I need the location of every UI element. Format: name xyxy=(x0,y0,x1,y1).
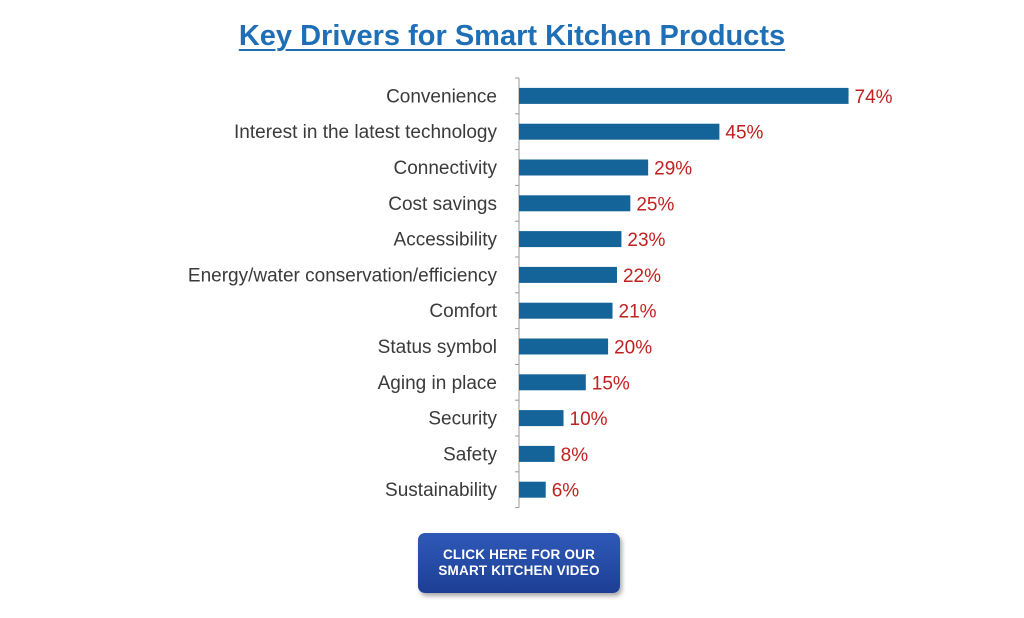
category-label: Safety xyxy=(443,444,497,465)
bar-chart: Convenience 74% Interest in the latest tec… xyxy=(188,77,893,509)
bar xyxy=(519,302,613,319)
chart-title: Key Drivers for Smart Kitchen Products xyxy=(238,20,786,52)
value-label: 23% xyxy=(627,230,665,251)
value-label: 45% xyxy=(725,123,763,144)
category-label: Comfort xyxy=(429,301,497,322)
value-label: 74% xyxy=(855,87,893,108)
smart-kitchen-video-button[interactable]: CLICK HERE FOR OUR SMART KITCHEN VIDEO xyxy=(418,533,620,593)
value-label: 6% xyxy=(552,481,580,502)
value-label: 15% xyxy=(592,373,630,394)
bar xyxy=(519,338,609,355)
category-label: Sustainability xyxy=(385,480,497,501)
bar xyxy=(519,159,649,176)
category-label: Connectivity xyxy=(394,158,498,179)
bar xyxy=(519,410,564,427)
category-label: Convenience xyxy=(386,86,497,107)
bar xyxy=(519,481,546,498)
value-label: 22% xyxy=(623,266,661,287)
category-label: Interest in the latest technology xyxy=(234,122,497,143)
bar xyxy=(519,445,555,462)
category-label: Energy/water conservation/efficiency xyxy=(188,265,498,286)
value-label: 10% xyxy=(570,409,608,430)
category-label: Aging in place xyxy=(378,373,497,394)
value-label: 8% xyxy=(561,445,589,466)
video-button-label: CLICK HERE FOR OUR SMART KITCHEN VIDEO xyxy=(438,547,600,578)
bar xyxy=(519,87,849,104)
value-label: 29% xyxy=(654,159,692,180)
bar xyxy=(519,374,586,391)
bar xyxy=(519,123,720,140)
value-label: 20% xyxy=(614,338,652,359)
value-label: 21% xyxy=(619,302,657,323)
value-label: 25% xyxy=(636,194,674,215)
category-label: Status symbol xyxy=(378,337,497,358)
category-label: Accessibility xyxy=(394,230,498,251)
category-label: Security xyxy=(428,409,497,430)
bar xyxy=(519,266,617,283)
category-label: Cost savings xyxy=(388,194,497,215)
bar xyxy=(519,231,622,248)
bar xyxy=(519,195,631,212)
